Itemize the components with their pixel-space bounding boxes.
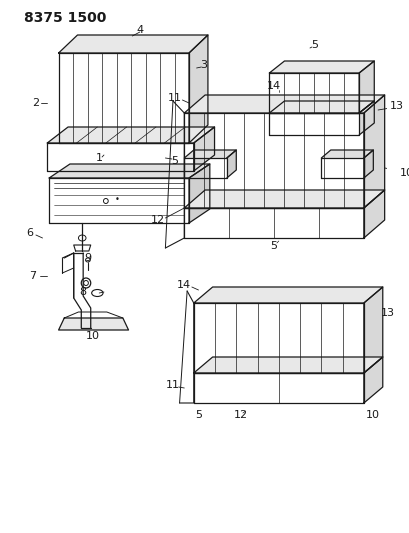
Text: 4: 4 <box>136 25 143 35</box>
Text: 7: 7 <box>29 271 36 281</box>
Polygon shape <box>363 357 382 403</box>
Text: 10: 10 <box>85 331 99 341</box>
Text: 3: 3 <box>199 60 206 70</box>
Polygon shape <box>363 287 382 373</box>
Text: 6: 6 <box>27 228 34 238</box>
Text: 14: 14 <box>177 280 191 290</box>
Text: 10: 10 <box>398 168 409 178</box>
Polygon shape <box>189 35 207 143</box>
Ellipse shape <box>92 289 103 296</box>
Text: •: • <box>115 195 119 204</box>
Polygon shape <box>58 35 207 53</box>
Text: 10: 10 <box>365 410 380 420</box>
Text: 5: 5 <box>171 156 178 166</box>
Ellipse shape <box>85 258 90 262</box>
Polygon shape <box>358 101 373 135</box>
Polygon shape <box>358 61 373 113</box>
Polygon shape <box>363 150 373 178</box>
Text: 12: 12 <box>234 410 247 420</box>
Polygon shape <box>193 287 382 303</box>
Polygon shape <box>193 127 214 171</box>
Polygon shape <box>49 164 209 178</box>
Text: 12: 12 <box>151 215 164 225</box>
Polygon shape <box>269 61 373 73</box>
Polygon shape <box>193 357 382 373</box>
Polygon shape <box>321 150 373 158</box>
Polygon shape <box>184 150 236 158</box>
Polygon shape <box>189 164 209 223</box>
Text: 2: 2 <box>32 98 39 108</box>
Text: 14: 14 <box>266 81 281 91</box>
Text: 9: 9 <box>84 253 91 263</box>
Text: 5: 5 <box>195 410 202 420</box>
Text: 1: 1 <box>96 153 103 163</box>
Text: 11: 11 <box>166 380 180 390</box>
Polygon shape <box>226 150 236 178</box>
Polygon shape <box>47 127 214 143</box>
Polygon shape <box>184 190 384 208</box>
Text: 11: 11 <box>167 93 182 103</box>
Polygon shape <box>363 95 384 208</box>
Ellipse shape <box>83 280 88 286</box>
Polygon shape <box>184 95 384 113</box>
Ellipse shape <box>103 198 108 204</box>
Text: 13: 13 <box>389 101 403 111</box>
Text: 5: 5 <box>270 241 277 251</box>
Text: 13: 13 <box>380 308 393 318</box>
Ellipse shape <box>81 278 90 288</box>
Text: 5: 5 <box>310 40 317 50</box>
Polygon shape <box>363 190 384 238</box>
Text: 8: 8 <box>79 287 87 297</box>
Polygon shape <box>58 318 128 330</box>
Ellipse shape <box>78 235 86 241</box>
Text: 8375 1500: 8375 1500 <box>24 11 106 25</box>
